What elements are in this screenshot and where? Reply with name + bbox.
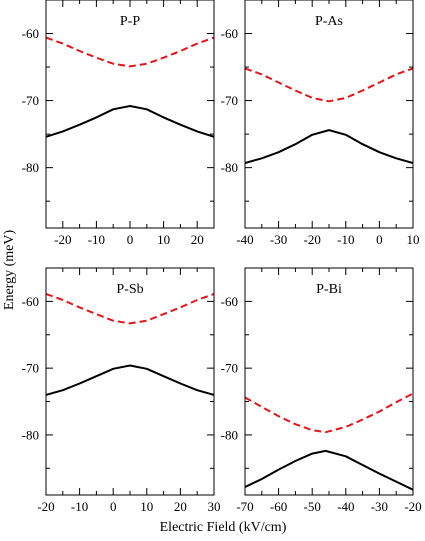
x-tick-label: -10 xyxy=(71,499,88,514)
panel-1: -20 -10 0 10 20 -60 -70 -80 P-P xyxy=(22,0,215,247)
panel-title: P-Sb xyxy=(116,282,143,297)
x-tick-label: -30 xyxy=(270,232,287,247)
panel-frame xyxy=(244,0,414,229)
x-tick-label: -30 xyxy=(371,499,388,514)
x-tick-label: 0 xyxy=(376,232,383,247)
x-tick-label: -20 xyxy=(404,499,421,514)
lower-level-curve xyxy=(245,449,413,491)
y-tick-label: -70 xyxy=(22,93,39,108)
y-tick-label: -80 xyxy=(221,427,238,442)
y-axis-label: Energy (meV) xyxy=(2,230,17,311)
x-tick-label: 10 xyxy=(140,499,153,514)
x-tick-label: -20 xyxy=(304,232,321,247)
x-tick-label: 20 xyxy=(174,499,187,514)
x-tick-label: -70 xyxy=(236,499,253,514)
x-tick-label: -10 xyxy=(88,232,105,247)
y-tick-label: -80 xyxy=(221,160,238,175)
x-tick-label: 0 xyxy=(110,499,117,514)
y-tick-label: -60 xyxy=(221,294,238,309)
panel-frame xyxy=(45,267,215,496)
x-tick-label: -20 xyxy=(37,499,54,514)
x-axis-label: Electric Field (kV/cm) xyxy=(160,520,287,535)
y-tick-label: -60 xyxy=(22,294,39,309)
x-tick-label: -60 xyxy=(270,499,287,514)
lower-level-curve xyxy=(46,364,214,396)
lower-level-curve xyxy=(46,105,214,138)
y-tick-label: -60 xyxy=(221,26,238,41)
lower-level-curve xyxy=(245,129,413,164)
panel-4: -70 -60 -50 -40 -30 -20 -60 -70 -80 P-Bi xyxy=(221,267,422,514)
panel-title: P-As xyxy=(315,14,343,29)
upper-level-curve xyxy=(46,36,214,68)
y-tick-label: -80 xyxy=(22,427,39,442)
x-tick-label: -20 xyxy=(54,232,71,247)
y-tick-label: -70 xyxy=(22,361,39,376)
x-tick-label: 0 xyxy=(127,232,134,247)
y-tick-label: -70 xyxy=(221,93,238,108)
y-tick-label: -60 xyxy=(22,26,39,41)
upper-level-curve xyxy=(245,392,413,434)
x-tick-label: -10 xyxy=(337,232,354,247)
panel-title: P-P xyxy=(120,14,140,29)
upper-level-curve xyxy=(46,293,214,325)
panel-frame xyxy=(45,0,215,229)
y-tick-label: -70 xyxy=(221,361,238,376)
x-tick-label: 20 xyxy=(191,232,204,247)
x-tick-label: 10 xyxy=(157,232,170,247)
y-tick-label: -80 xyxy=(22,160,39,175)
upper-level-curve xyxy=(245,67,413,103)
x-tick-label: -40 xyxy=(236,232,253,247)
panel-frame xyxy=(244,267,414,496)
x-tick-label: 10 xyxy=(407,232,420,247)
panels-group: -20 -10 0 10 20 -60 -70 -80 P-P -40 -30 -20 -10 0 10 -6… xyxy=(22,0,422,514)
panel-3: -20 -10 0 10 20 30 -60 -70 -80 P-Sb xyxy=(22,267,221,514)
x-tick-label: -50 xyxy=(304,499,321,514)
x-tick-label: -40 xyxy=(337,499,354,514)
x-tick-label: 30 xyxy=(208,499,221,514)
panel-title: P-Bi xyxy=(316,282,342,297)
panel-2: -40 -30 -20 -10 0 10 -60 -70 -80 P-As xyxy=(221,0,420,247)
